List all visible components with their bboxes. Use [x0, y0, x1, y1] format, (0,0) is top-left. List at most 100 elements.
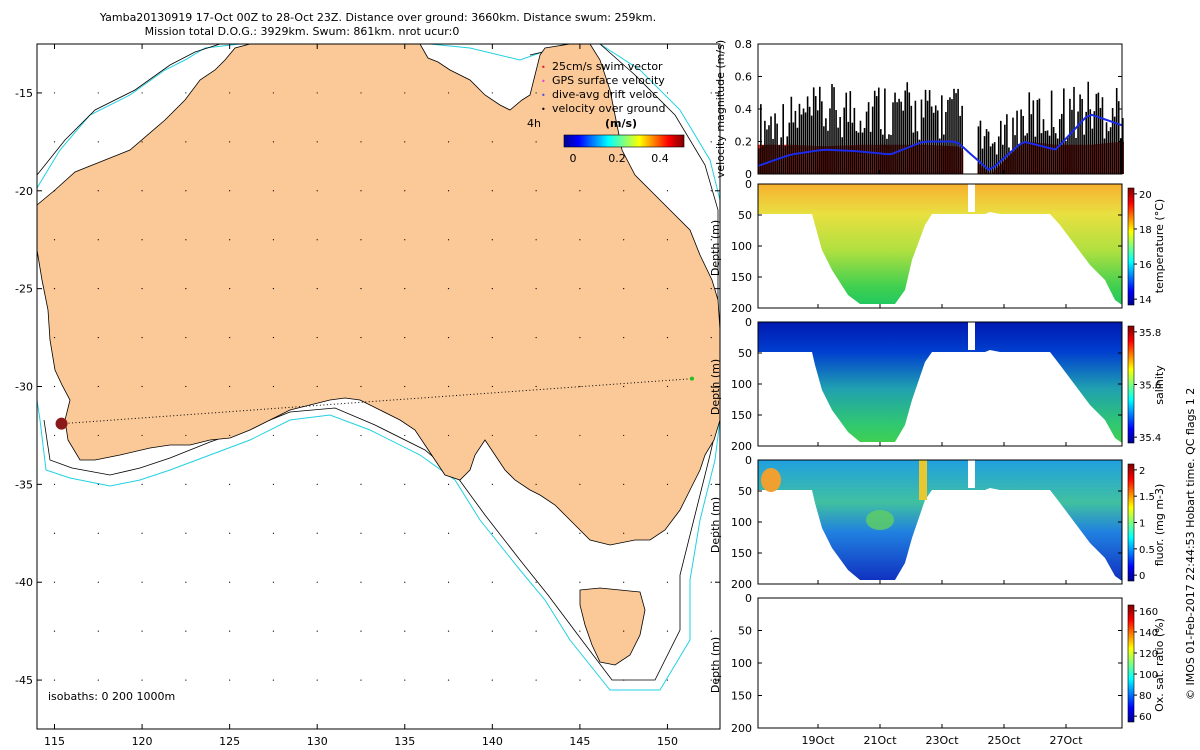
graticule-dot: [666, 190, 669, 192]
legend-label-dive-avg: dive-avg drift veloc: [552, 88, 658, 101]
velocity-over-ground-bar: [792, 122, 795, 174]
graticule-dot: [710, 92, 712, 94]
graticule-dot: [710, 434, 712, 437]
graticule-dot: [623, 190, 625, 192]
velocity-over-ground-bar: [766, 129, 768, 174]
graticule-dot: [447, 532, 450, 534]
isobath-1000m: [37, 44, 720, 691]
velocity-over-ground-bar: [1008, 147, 1010, 174]
velocity-over-ground-bar: [764, 120, 766, 174]
velocity-over-ground-bar: [1012, 117, 1014, 174]
velocity-over-ground-bar: [1077, 111, 1079, 174]
velocity-over-ground-bar: [871, 106, 874, 174]
graticule-dot: [53, 434, 56, 437]
fluorescence-colorbar-label: fluor. (mg m-3): [1153, 484, 1166, 567]
graticule-dot: [53, 679, 56, 681]
graticule-dot: [535, 532, 537, 534]
colorbar-tick-label: 20: [1139, 190, 1152, 201]
graticule-dot: [97, 92, 99, 94]
velocity-over-ground-bar: [979, 120, 982, 174]
graticule-dot: [185, 434, 187, 437]
velocity-over-ground-bar: [1083, 134, 1085, 174]
graticule-dot: [535, 679, 537, 681]
track-end-marker: [689, 376, 694, 381]
velocity-over-ground-bar: [1099, 107, 1102, 174]
legend-label-velocity-over-ground: velocity over ground: [552, 102, 665, 115]
velocity-over-ground-bar: [796, 127, 799, 174]
graticule-dot: [53, 336, 56, 339]
velocity-y-axis: 0 0.2 0.4 0.6 0.8: [735, 38, 1122, 181]
velocity-over-ground-bar: [1069, 98, 1071, 174]
graticule-dot: [316, 434, 318, 437]
graticule-dot: [141, 92, 143, 94]
graticule-dot: [316, 630, 318, 632]
graticule-dot: [97, 336, 99, 339]
velocity-over-ground-bar: [947, 99, 949, 174]
graticule-dots: [53, 92, 712, 681]
colorbar-tick-label: 120: [1139, 649, 1158, 660]
velocity-over-ground-bar: [877, 87, 880, 174]
salinity-panel: 0 50 100 150 200 Depth (m) 35.4 35.6 35.8 sali…: [709, 316, 1166, 453]
graticule-dot: [404, 141, 406, 143]
graticule-dot: [666, 239, 669, 241]
graticule-dot: [360, 581, 362, 583]
graticule-dot: [141, 141, 143, 143]
fluorescence-panel: 0 50 100 150 200 Depth (m) 0 0.5 1 1.5 2 fluor. …: [709, 454, 1166, 591]
panel-y-tick-label: 100: [731, 378, 752, 391]
velocity-over-ground-bar: [873, 90, 876, 174]
velocity-over-ground-bar: [776, 123, 778, 174]
graticule-dot: [53, 239, 56, 241]
velocity-over-ground-bar: [1038, 98, 1041, 174]
velocity-over-ground-bar: [816, 110, 819, 174]
graticule-dot: [97, 581, 99, 583]
graticule-dot: [710, 141, 712, 143]
panel-y-tick-label: 150: [731, 690, 752, 703]
velocity-over-ground-bar: [788, 122, 791, 174]
graticule-dot: [491, 92, 493, 94]
graticule-dot: [623, 581, 625, 583]
velocity-over-ground-bar: [1109, 127, 1112, 174]
map-legend: • 25cm/s swim vector • GPS surface veloc…: [527, 60, 685, 165]
map-y-axis: -15 -20 -25 -30 -35 -40 -45: [15, 87, 720, 687]
graticule-dot: [710, 336, 712, 339]
graticule-dot: [229, 141, 231, 143]
velocity-over-ground-bar: [865, 111, 868, 174]
graticule-dot: [272, 239, 275, 241]
velocity-over-ground-bar: [930, 106, 933, 174]
velocity-over-ground-bar: [941, 95, 943, 174]
graticule-dot: [53, 581, 56, 583]
velocity-over-ground-bar: [1034, 136, 1037, 174]
fluorescence-y-axis: 0 50 100 150 200: [731, 454, 1122, 591]
velocity-over-ground-bar: [957, 88, 959, 174]
panel-y-tick-label: 100: [731, 240, 752, 253]
graticule-dot: [316, 190, 318, 192]
graticule-dot: [535, 336, 537, 339]
map-x-tick-label: 140: [482, 735, 503, 748]
velocity-over-ground-bar: [1075, 137, 1077, 174]
velocity-over-ground-bar: [800, 114, 803, 174]
velocity-over-ground-bar: [758, 148, 760, 174]
graticule-dot: [710, 239, 712, 241]
graticule-dot: [185, 581, 187, 583]
velocity-over-ground-bar: [949, 97, 951, 174]
velocity-over-ground-bar: [812, 87, 815, 174]
velocity-over-ground-bar: [896, 102, 898, 174]
graticule-dot: [710, 385, 712, 388]
velocity-over-ground-bar: [804, 112, 807, 174]
graticule-dot: [185, 679, 187, 681]
graticule-dot: [666, 532, 669, 534]
graticule-dot: [229, 581, 231, 583]
temperature-ylabel: Depth (m): [709, 220, 722, 276]
graticule-dot: [447, 630, 450, 632]
velocity-over-ground-bar: [835, 110, 837, 174]
velocity-over-ground-bar: [908, 92, 911, 174]
velocity-over-ground-bar: [782, 104, 785, 174]
velocity-over-ground-bar: [961, 105, 963, 174]
graticule-dot: [491, 483, 493, 485]
graticule-dot: [141, 532, 143, 534]
graticule-dot: [272, 679, 275, 681]
velocity-over-ground-bar: [847, 121, 850, 174]
velocity-ylabel: velocity magnitude (m/s): [714, 40, 727, 178]
map-y-tick-label: -15: [15, 87, 33, 100]
